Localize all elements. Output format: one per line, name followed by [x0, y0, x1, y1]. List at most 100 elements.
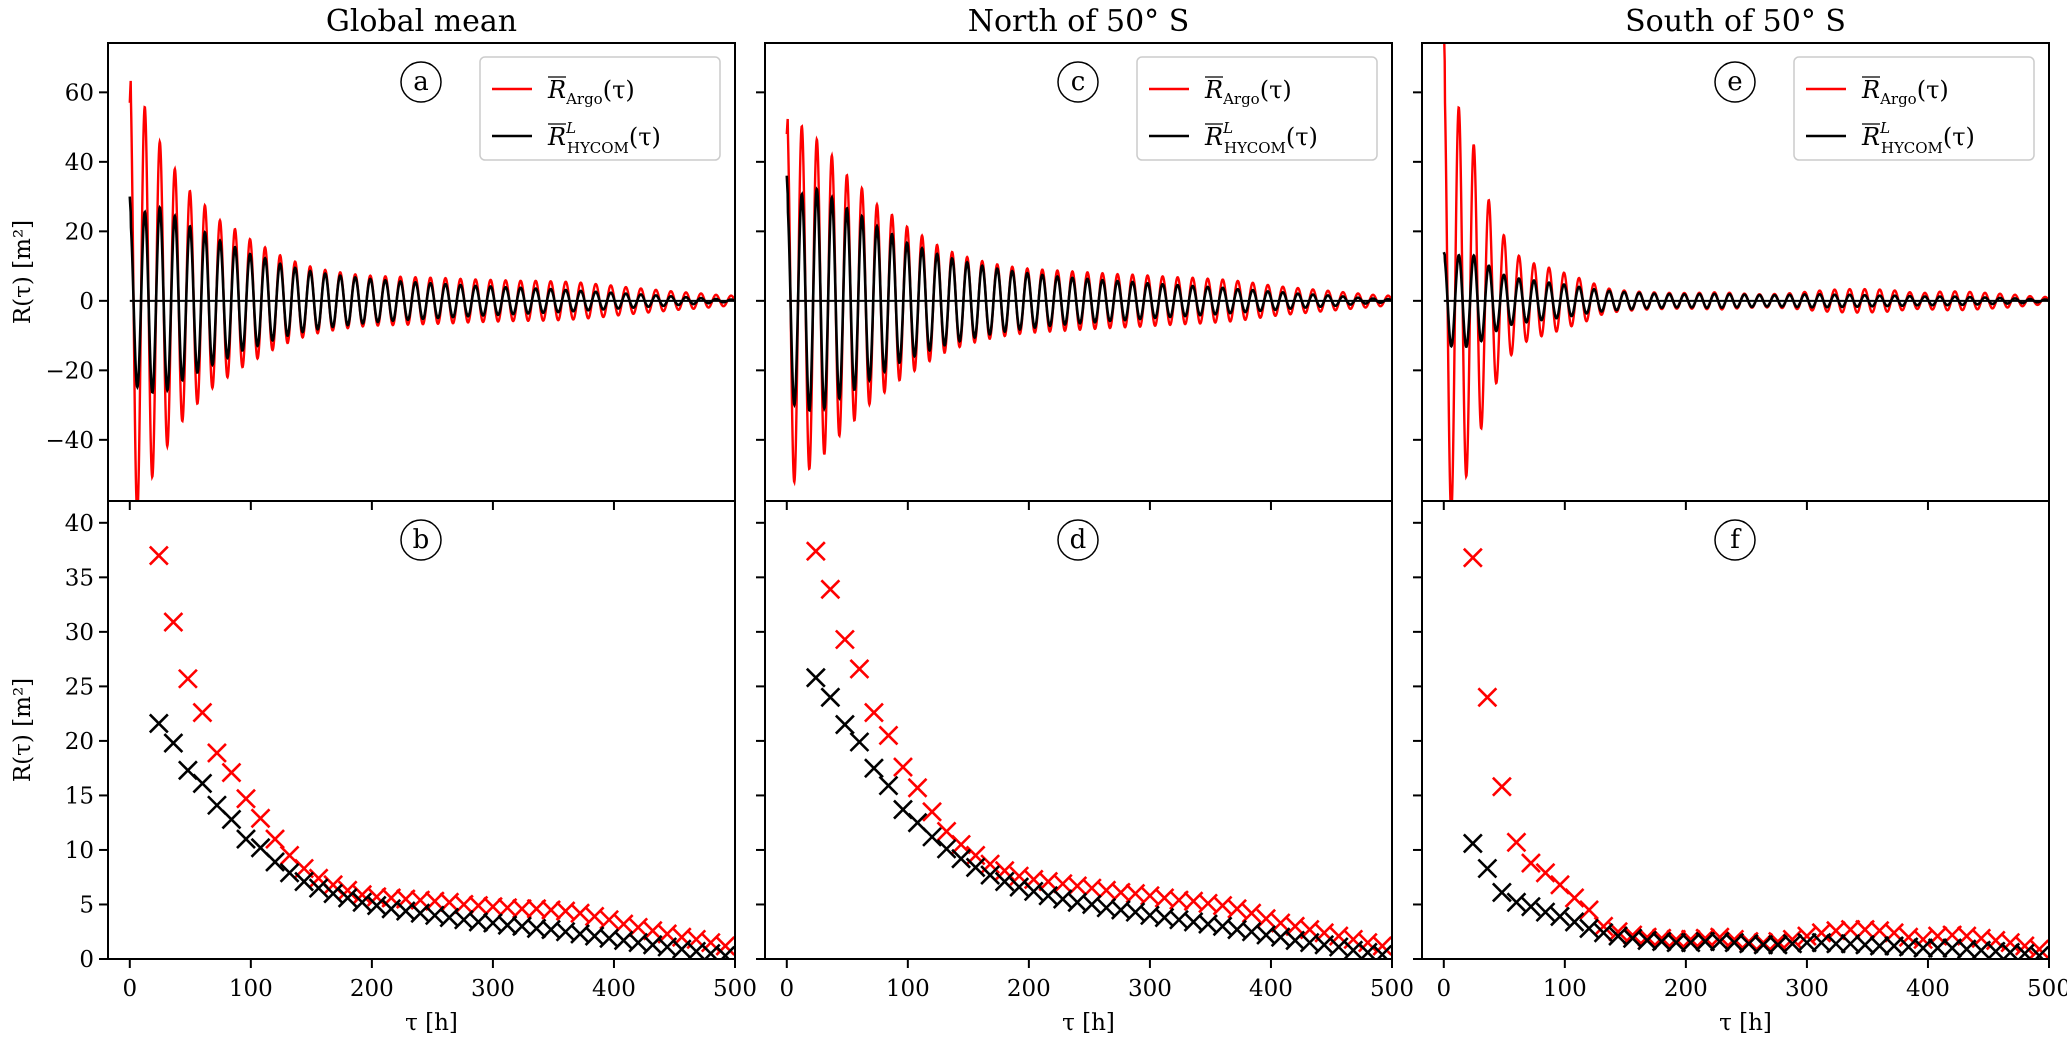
marker-argo	[864, 702, 884, 723]
marker-stroke	[1564, 888, 1585, 908]
marker-stroke	[1913, 929, 1934, 950]
marker-hycom	[951, 848, 972, 869]
marker-hycom	[265, 852, 285, 872]
panel-letter: f	[1730, 525, 1742, 555]
x-tick-label: 100	[229, 976, 273, 1002]
marker-stroke	[192, 773, 213, 794]
marker-hycom	[1372, 944, 1392, 959]
x-tick-label: 0	[779, 976, 794, 1002]
marker-argo	[1521, 853, 1541, 873]
marker-hycom	[1666, 932, 1687, 953]
marker-stroke	[907, 777, 928, 798]
marker-stroke	[1680, 932, 1701, 953]
legend-label-argo: RArgo(τ)	[1861, 76, 1949, 108]
legend-label-hycom: RL HYCOM(τ)	[1861, 119, 1975, 157]
x-axis-label: τ [h]	[405, 1010, 458, 1036]
marker-argo	[1564, 888, 1585, 908]
x-tick-label: 300	[1785, 976, 1829, 1002]
plot-area	[805, 541, 1392, 959]
marker-stroke	[236, 829, 256, 849]
marker-stroke	[1535, 862, 1556, 883]
marker-stroke	[1462, 833, 1483, 854]
legend-box	[1793, 56, 2035, 161]
marker-argo	[820, 579, 841, 600]
marker-argo	[951, 834, 972, 855]
marker-stroke	[265, 829, 285, 849]
marker-argo	[834, 629, 855, 650]
marker-stroke	[834, 629, 855, 650]
marker-hycom	[1023, 881, 1044, 902]
legend: RArgo(τ) RL HYCOM(τ)	[479, 56, 721, 161]
panel-letter: d	[1070, 525, 1087, 555]
panel-letter-circle	[1057, 519, 1099, 561]
x-tick-label: 0	[122, 976, 137, 1002]
marker-stroke	[236, 788, 256, 809]
legend-box	[479, 56, 721, 161]
panel-letter-circle	[1714, 61, 1756, 103]
marker-stroke	[1372, 935, 1392, 956]
panel-letter-circle	[400, 61, 442, 103]
marker-hycom	[980, 865, 1001, 885]
marker-argo	[1241, 903, 1262, 924]
marker-stroke	[1796, 932, 1817, 953]
panel-title: South of 50° S	[1625, 4, 1846, 39]
marker-argo	[922, 801, 942, 822]
legend-label-argo: RArgo(τ)	[547, 76, 635, 108]
panel-b: 0 100 200 300 400 500 0 5 10 15 20 25 30 35 40 τ [h] R(τ…	[10, 500, 757, 1036]
plot-area	[1462, 547, 2049, 959]
marker-stroke	[2029, 939, 2049, 959]
marker-stroke	[192, 702, 213, 723]
x-tick-label: 300	[1128, 976, 1172, 1002]
x-tick-label: 0	[1436, 976, 1451, 1002]
marker-stroke	[1477, 687, 1498, 708]
marker-stroke	[715, 935, 735, 956]
marker-argo	[893, 757, 913, 777]
marker-hycom	[1695, 931, 1716, 952]
plot-area	[1442, 43, 2049, 501]
marker-stroke	[965, 857, 986, 878]
marker-argo	[148, 545, 169, 566]
marker-stroke	[1491, 776, 1512, 797]
marker-stroke	[805, 541, 826, 562]
marker-stroke	[864, 702, 884, 723]
panel-letter: e	[1727, 67, 1742, 97]
marker-hycom	[922, 826, 942, 847]
panel-c: c RArgo(τ) RL HYCOM(τ)	[756, 42, 1393, 510]
marker-stroke	[308, 878, 329, 899]
legend-label-argo: RArgo(τ)	[1204, 76, 1292, 108]
marker-stroke	[163, 612, 184, 632]
axes-frame	[764, 500, 1393, 960]
legend-box	[1136, 56, 1378, 161]
marker-argo	[805, 541, 826, 562]
marker-hycom	[1462, 833, 1483, 854]
marker-stroke	[951, 834, 972, 855]
marker-stroke	[893, 799, 913, 820]
marker-stroke	[878, 725, 899, 746]
marker-stroke	[148, 545, 169, 566]
marker-stroke	[599, 909, 620, 930]
marker-stroke	[279, 845, 300, 866]
marker-stroke	[805, 667, 826, 688]
x-axis-label: τ [h]	[1719, 1010, 1772, 1036]
y-axis-label: R(τ) [m²]	[10, 678, 36, 782]
marker-stroke	[720, 945, 735, 959]
marker-stroke	[1491, 882, 1512, 903]
panel-title: Global mean	[326, 4, 517, 39]
marker-argo	[177, 668, 198, 689]
panel-d: 0 100 200 300 400 500 τ [h] d	[756, 500, 1414, 1036]
marker-hycom	[1477, 858, 1498, 879]
x-tick-label: 500	[713, 976, 757, 1002]
marker-stroke	[1564, 912, 1585, 932]
marker-hycom	[1506, 892, 1527, 913]
x-tick-label: 300	[471, 976, 515, 1002]
y-tick-label: 60	[65, 80, 94, 106]
marker-stroke	[250, 837, 271, 858]
marker-stroke	[323, 883, 344, 904]
marker-stroke	[1579, 918, 1599, 939]
legend-label-hycom: RL HYCOM(τ)	[547, 119, 661, 157]
marker-hycom	[337, 888, 358, 908]
marker-stroke	[1782, 933, 1803, 954]
panel-e: e RArgo(τ) RL HYCOM(τ)	[1413, 42, 2050, 510]
marker-stroke	[207, 742, 227, 763]
